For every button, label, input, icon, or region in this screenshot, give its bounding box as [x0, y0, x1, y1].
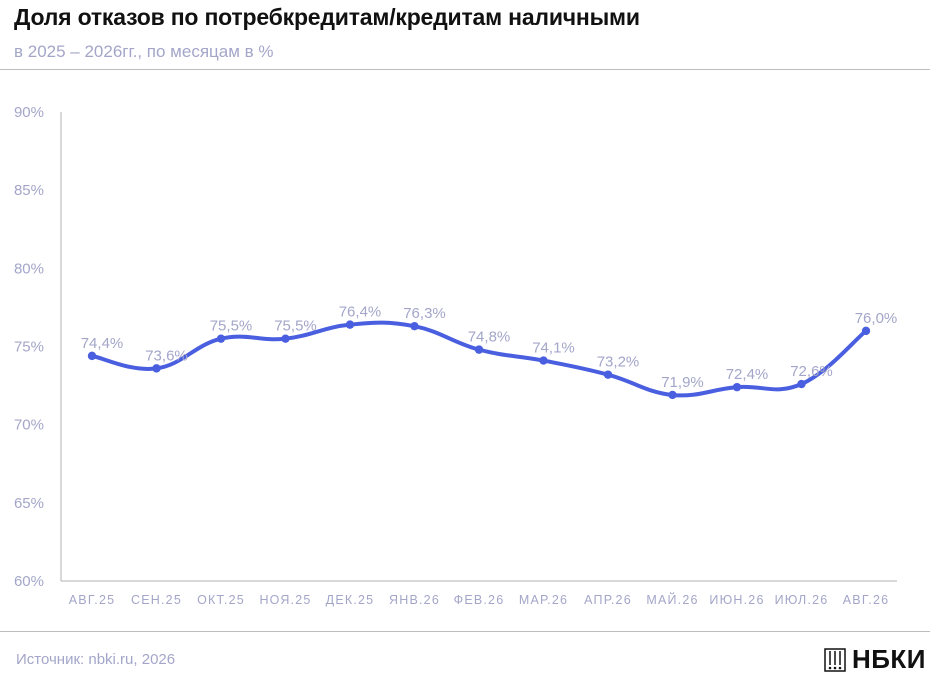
data-point	[668, 390, 677, 400]
data-label: 76,3%	[403, 305, 446, 322]
data-label: 72,4%	[726, 366, 769, 383]
data-point	[216, 334, 226, 343]
columns-building-icon	[824, 647, 846, 672]
data-point	[797, 379, 806, 389]
x-tick-label: ИЮН.26	[709, 593, 764, 607]
x-tick-label: МАР.26	[519, 593, 568, 607]
chart-subtitle: в 2025 – 2026гг., по месяцам в %	[14, 42, 274, 61]
data-point	[539, 356, 548, 365]
header-divider	[0, 69, 930, 70]
data-point	[474, 345, 484, 354]
x-tick-label: ИЮЛ.26	[775, 593, 829, 607]
data-label: 74,8%	[468, 329, 511, 346]
data-label: 74,1%	[532, 340, 575, 357]
data-point	[281, 334, 290, 343]
data-point	[87, 351, 97, 361]
data-point	[861, 326, 871, 336]
data-label: 73,6%	[145, 347, 188, 364]
data-point	[603, 370, 613, 379]
y-tick-label: 75%	[14, 339, 44, 356]
x-tick-label: ФЕВ.26	[454, 593, 505, 607]
data-point	[732, 382, 742, 392]
data-label: 75,5%	[274, 318, 317, 335]
footer-divider	[0, 631, 930, 632]
nbki-logo: НБКИ	[824, 644, 926, 675]
data-point	[152, 364, 161, 373]
y-tick-label: 80%	[14, 260, 44, 277]
y-tick-label: 60%	[14, 573, 44, 590]
x-tick-label: АВГ.26	[843, 593, 890, 607]
data-label: 71,9%	[661, 374, 704, 391]
data-point	[345, 320, 355, 329]
x-tick-label: НОЯ.25	[259, 593, 311, 607]
y-tick-label: 85%	[14, 182, 44, 199]
x-tick-label: ОКТ.25	[197, 593, 245, 607]
data-label: 72,6%	[790, 363, 833, 380]
x-tick-label: АПР.26	[584, 593, 632, 607]
x-tick-label: ЯНВ.26	[389, 593, 440, 607]
y-tick-label: 70%	[14, 417, 44, 434]
y-tick-label: 90%	[14, 104, 44, 121]
data-label: 76,4%	[339, 304, 382, 321]
data-label: 75,5%	[210, 318, 253, 335]
source-note: Источник: nbki.ru, 2026	[16, 651, 176, 668]
logo-text: НБКИ	[851, 644, 926, 674]
x-tick-label: ДЕК.25	[326, 593, 375, 607]
line-chart: 60% 65% 70% 75% 80% 85% 90% АВГ.25 СЕН.25 ОКТ.25 Н…	[14, 104, 898, 607]
x-tick-label: АВГ.25	[69, 593, 116, 607]
x-tick-label: СЕН.25	[131, 593, 182, 607]
data-label: 74,4%	[81, 335, 124, 352]
data-label: 76,0%	[855, 310, 898, 327]
x-tick-label: МАЙ.26	[646, 592, 698, 607]
y-tick-label: 65%	[14, 495, 44, 512]
chart-title: Доля отказов по потребкредитам/кредитам …	[14, 4, 640, 30]
data-point	[410, 321, 419, 331]
data-label: 73,2%	[597, 354, 640, 371]
